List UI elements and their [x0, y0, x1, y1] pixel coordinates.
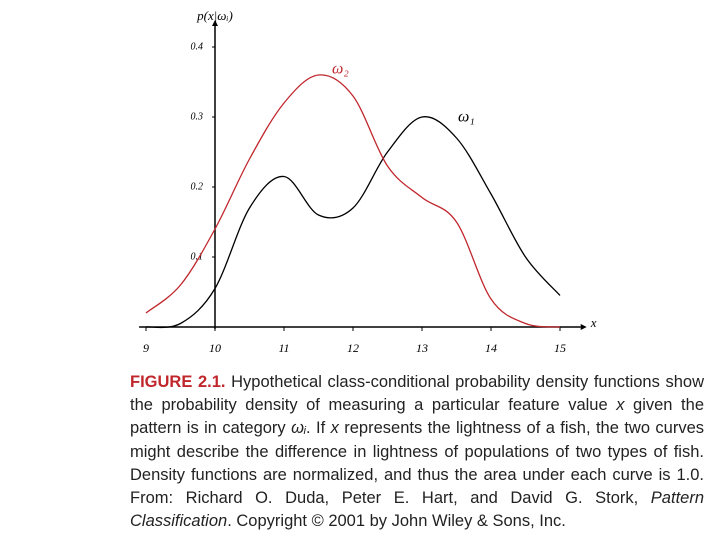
chart: p(x|ωᵢ) x 9 10 11 12 13 14 15 0.1 0.2 0.3 0.4 ω₁ ω₂ [139, 8, 597, 355]
y-tick-label: 0.4 [191, 41, 204, 52]
caption-text: x [616, 396, 625, 415]
line [145, 116, 561, 329]
y-tick-label: 0.1 [191, 251, 204, 262]
x-tick-label: 10 [209, 341, 221, 355]
series-label: ω₂ [332, 61, 349, 78]
caption-text: represents the lightness of a fish, the … [130, 419, 705, 508]
caption-text: . Copyright © 2001 by John Wiley & Sons,… [227, 512, 566, 531]
caption-text: Pattern Classification [130, 489, 704, 531]
y-axis-label: p(x|ωᵢ) [196, 8, 233, 23]
x-tick-label: 15 [554, 341, 566, 355]
line [145, 74, 561, 328]
x-tick-label: 9 [143, 341, 149, 355]
x-tick-label: 13 [416, 341, 428, 355]
x-axis-label: x [590, 315, 597, 330]
caption-text: Hypothetical class-conditional probabili… [130, 373, 704, 415]
x-arrow [580, 324, 587, 330]
series-label: ω₁ [458, 109, 475, 126]
y-tick-label: 0.3 [191, 111, 204, 122]
caption: FIGURE 2.1. Hypothetical class-condition… [130, 371, 704, 533]
y-arrow [212, 20, 218, 26]
x-tick-label: 12 [347, 341, 359, 355]
caption-text: given the pattern is in category [130, 396, 704, 438]
x-tick-label: 14 [485, 341, 497, 355]
x-tick-label: 11 [278, 341, 289, 355]
y-tick-label: 0.2 [191, 181, 204, 192]
caption-text: x [330, 419, 339, 438]
caption-text: ωᵢ [291, 419, 306, 438]
caption-text: . If [306, 419, 331, 438]
caption-label: FIGURE 2.1. [130, 373, 226, 391]
